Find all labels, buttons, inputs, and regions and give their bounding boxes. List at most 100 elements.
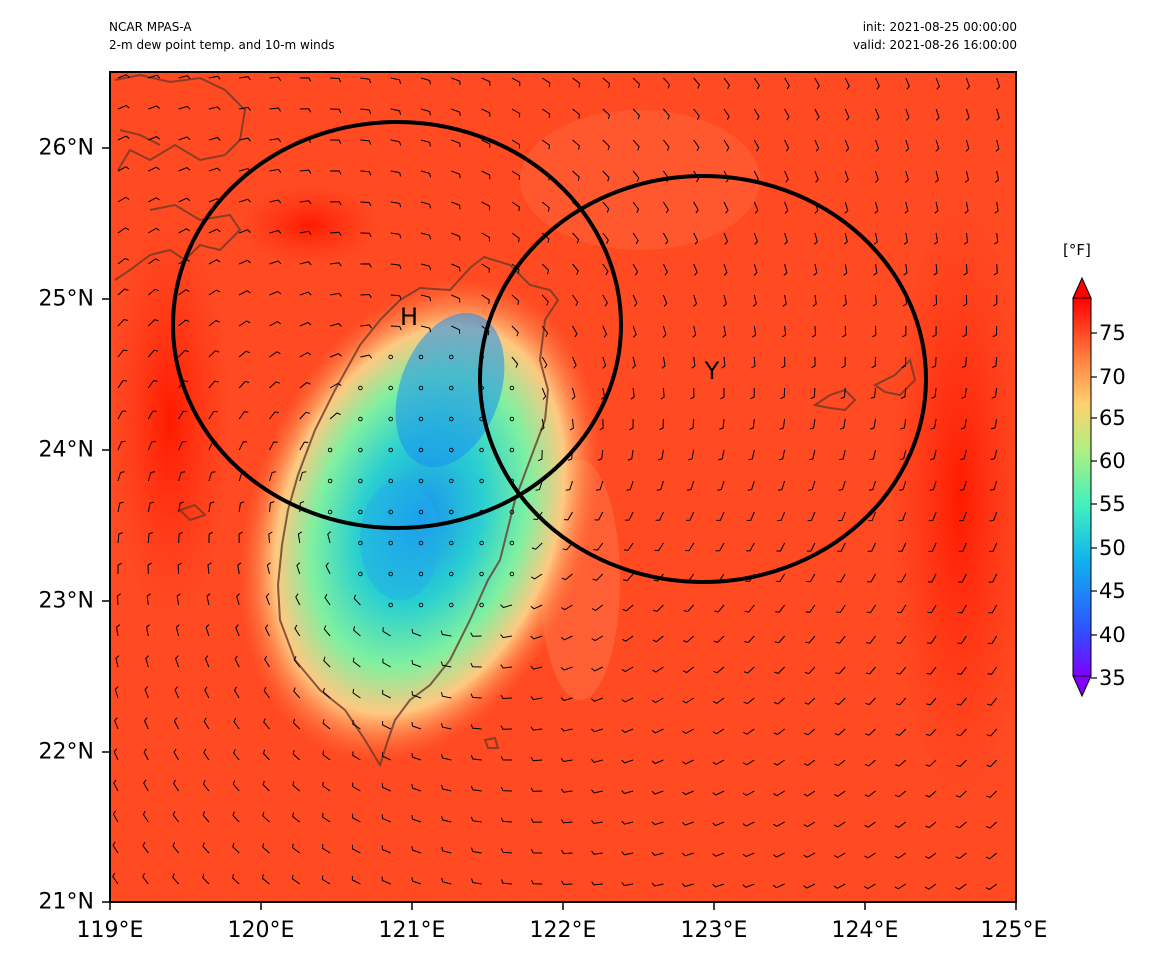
wind-barb [933, 263, 938, 276]
colorbar-tick-50: 50 [1099, 536, 1126, 560]
lon-label-122: 122°E [529, 918, 597, 943]
wind-barb [693, 77, 700, 89]
wind-barb [238, 501, 245, 513]
wind-barb [451, 325, 461, 334]
wind-barb [441, 846, 452, 854]
wind-barb [602, 232, 609, 244]
wind-barb [500, 756, 512, 761]
wind-barb [934, 170, 939, 183]
wind-barb [299, 441, 309, 451]
wind-barb [148, 136, 161, 141]
axis-ticks [102, 147, 1017, 910]
radar-range-circle-y [478, 174, 928, 584]
dewpoint-field [110, 72, 1016, 902]
wind-barb [470, 724, 482, 730]
wind-barb [602, 77, 611, 88]
wind-barb [203, 717, 210, 730]
wind-barb [239, 229, 251, 234]
wind-barb [602, 201, 610, 213]
wind-barb [420, 170, 431, 178]
wind-barb [834, 697, 846, 705]
wind-barb [501, 879, 512, 885]
wind-barb [114, 717, 119, 730]
wind-barb [299, 77, 312, 82]
calm-wind-marker [388, 509, 393, 515]
wind-barb [776, 542, 786, 552]
wind-barb [269, 76, 282, 81]
wind-barb [530, 726, 543, 731]
wind-barb [117, 74, 130, 79]
wind-barb [352, 657, 361, 668]
wind-barb [299, 108, 312, 113]
wind-barb [561, 604, 573, 611]
wind-barb [955, 821, 967, 829]
wind-barb [773, 759, 785, 766]
wind-barb [748, 449, 755, 461]
wind-barb [875, 108, 880, 121]
wind-barb [693, 139, 700, 152]
wind-barb [206, 593, 211, 606]
wind-barb [594, 511, 604, 521]
colorbar [1072, 276, 1097, 698]
wind-barb [962, 325, 967, 338]
wind-barb [653, 604, 664, 612]
wind-barb [481, 201, 491, 211]
wind-barb [712, 883, 725, 888]
wind-barb [925, 852, 937, 859]
wind-barb [784, 170, 789, 183]
calm-wind-marker [327, 447, 333, 453]
wind-barb [561, 573, 573, 581]
wind-barb [269, 321, 281, 327]
wind-barb [541, 387, 547, 400]
calm-wind-marker [358, 540, 363, 546]
wind-barb [719, 418, 725, 430]
calm-wind-marker [479, 447, 484, 453]
wind-barb [572, 108, 581, 119]
wind-barb [621, 635, 634, 642]
wind-barb [148, 197, 160, 203]
wind-barb [742, 852, 755, 858]
wind-barb [440, 692, 452, 699]
wind-barb [269, 501, 275, 513]
wind-barb [202, 779, 210, 792]
wind-barb [144, 717, 149, 730]
wind-barb [360, 324, 373, 329]
wind-barb [808, 480, 816, 491]
wind-barb [530, 665, 543, 670]
wind-barb [958, 542, 967, 552]
wind-barb [925, 728, 937, 737]
wind-barb [752, 294, 757, 307]
wind-barb [117, 166, 130, 172]
wind-barb [330, 139, 342, 144]
wind-barb [330, 108, 342, 114]
wind-barb [202, 811, 210, 823]
wind-barb [812, 294, 817, 307]
wind-barb [208, 531, 213, 544]
wind-barb [471, 847, 482, 854]
wind-barb [963, 263, 968, 276]
wind-barb [965, 77, 970, 90]
wind-barb [292, 843, 301, 854]
wind-barb [803, 821, 816, 828]
wind-barb [269, 168, 282, 173]
wind-barb [775, 573, 786, 583]
wind-barb [683, 635, 695, 643]
wind-barb [723, 232, 729, 245]
wind-barb [986, 728, 998, 737]
wind-barb [591, 881, 603, 886]
wind-barb [864, 852, 876, 859]
wind-barb [500, 604, 513, 609]
wind-barb [178, 75, 191, 80]
wind-barb [178, 501, 185, 513]
wind-barb [560, 758, 573, 763]
wind-barb [352, 688, 361, 699]
wind-barb [420, 108, 431, 116]
wind-barb [530, 849, 543, 854]
wind-barb [751, 356, 756, 369]
wind-barb [895, 728, 907, 736]
wind-barb [470, 755, 482, 761]
wind-barb [238, 441, 248, 451]
wind-barb [269, 441, 278, 451]
wind-barb [292, 749, 301, 761]
wind-barb [238, 259, 251, 265]
